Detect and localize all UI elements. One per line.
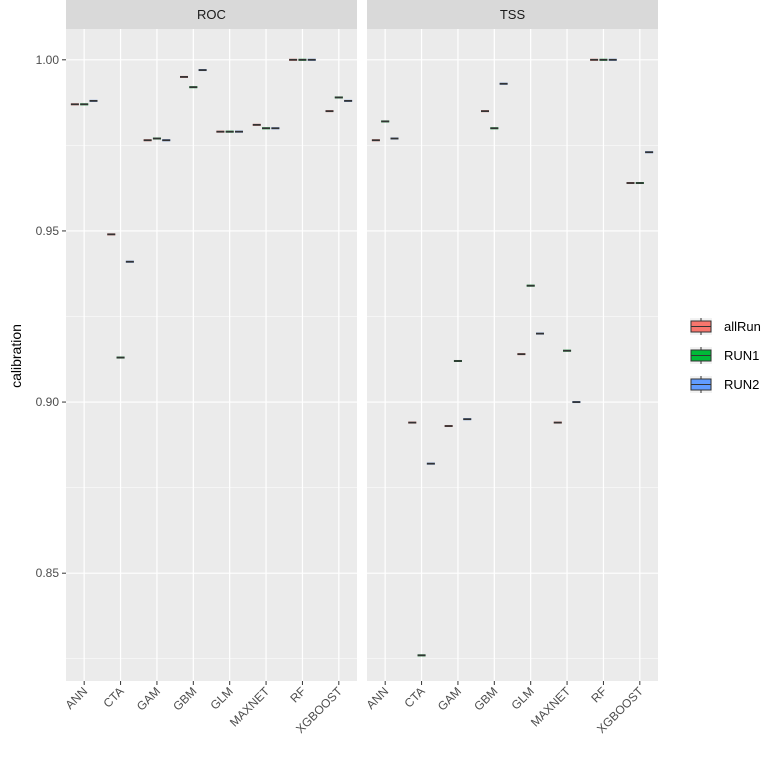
box-run2-xgboost [645, 151, 654, 154]
box-run2-xgboost [344, 99, 353, 102]
x-tick-label: GLM [208, 684, 236, 712]
panel-background [66, 29, 357, 681]
box-allrun-ann [70, 103, 79, 106]
x-tick-label: GBM [471, 684, 500, 713]
x-tick-label: GAM [435, 684, 464, 713]
x-tick-label: CTA [100, 684, 126, 710]
box-allrun-gbm [180, 75, 189, 78]
box-run1-ann [80, 103, 89, 106]
box-run1-cta [116, 356, 125, 359]
box-run2-glm [234, 130, 243, 133]
box-allrun-rf [289, 58, 298, 61]
box-run2-maxnet [572, 401, 581, 404]
facet-strip-background [66, 0, 357, 29]
legend-label: RUN2 [724, 377, 759, 392]
box-run2-rf [608, 58, 617, 61]
box-allrun-maxnet [553, 421, 562, 424]
box-allrun-glm [216, 130, 225, 133]
box-allrun-ann [371, 139, 380, 142]
legend-item-run2: RUN2 [690, 376, 759, 393]
legend-label: RUN1 [724, 348, 759, 363]
x-tick-label: RF [287, 684, 308, 705]
y-tick-label: 0.95 [36, 224, 60, 238]
facet-strip-label: ROC [197, 7, 226, 22]
y-tick-label: 1.00 [36, 53, 60, 67]
box-allrun-xgboost [325, 110, 334, 113]
facet-panel-tss: TSS [367, 0, 658, 681]
box-run1-cta [417, 654, 426, 657]
box-allrun-rf [590, 58, 599, 61]
x-tick-label: MAXNET [528, 684, 574, 730]
box-run1-ann [381, 120, 390, 123]
box-run2-rf [307, 58, 316, 61]
y-axis-title: calibration [8, 324, 24, 388]
box-allrun-cta [107, 233, 116, 236]
box-run2-cta [426, 462, 435, 465]
box-run1-rf [599, 58, 608, 61]
box-run2-maxnet [271, 127, 280, 130]
x-tick-label: MAXNET [227, 684, 273, 730]
box-run1-glm [225, 130, 234, 133]
box-run1-maxnet [563, 349, 572, 352]
legend-item-run1: RUN1 [690, 347, 759, 364]
box-allrun-gam [143, 139, 152, 142]
x-tick-label: ANN [62, 684, 90, 712]
facet-strip-background [367, 0, 658, 29]
box-run1-gam [453, 359, 462, 362]
box-run2-ann [390, 137, 399, 140]
x-tick-label: ANN [363, 684, 391, 712]
box-run2-gbm [499, 82, 508, 85]
box-run1-gbm [189, 86, 198, 89]
box-allrun-cta [408, 421, 417, 424]
box-run1-gbm [490, 127, 499, 130]
box-run1-xgboost [334, 96, 343, 99]
x-tick-label: GAM [134, 684, 163, 713]
facet-strip-label: TSS [500, 7, 526, 22]
x-tick-label: CTA [401, 684, 427, 710]
box-run2-cta [125, 260, 134, 263]
box-run2-gbm [198, 69, 207, 72]
box-run2-gam [162, 139, 171, 142]
box-allrun-gam [444, 425, 453, 428]
y-tick-label: 0.90 [36, 395, 60, 409]
box-run2-glm [535, 332, 544, 335]
box-allrun-maxnet [252, 123, 261, 126]
box-run1-maxnet [262, 127, 271, 130]
y-tick-label: 0.85 [36, 566, 60, 580]
box-run2-gam [463, 418, 472, 421]
panel-background [367, 29, 658, 681]
box-allrun-xgboost [626, 182, 635, 185]
box-run1-gam [152, 137, 161, 140]
box-run1-xgboost [635, 182, 644, 185]
facet-panel-roc: ROC [66, 0, 357, 681]
box-run1-rf [298, 58, 307, 61]
legend-label: allRun [724, 319, 761, 334]
box-run1-glm [526, 284, 535, 287]
box-allrun-glm [517, 353, 526, 356]
box-run2-ann [89, 99, 98, 102]
legend-item-allrun: allRun [690, 318, 761, 335]
x-tick-label: GLM [509, 684, 537, 712]
x-tick-label: RF [588, 684, 609, 705]
x-tick-label: GBM [170, 684, 199, 713]
box-allrun-gbm [481, 110, 490, 113]
